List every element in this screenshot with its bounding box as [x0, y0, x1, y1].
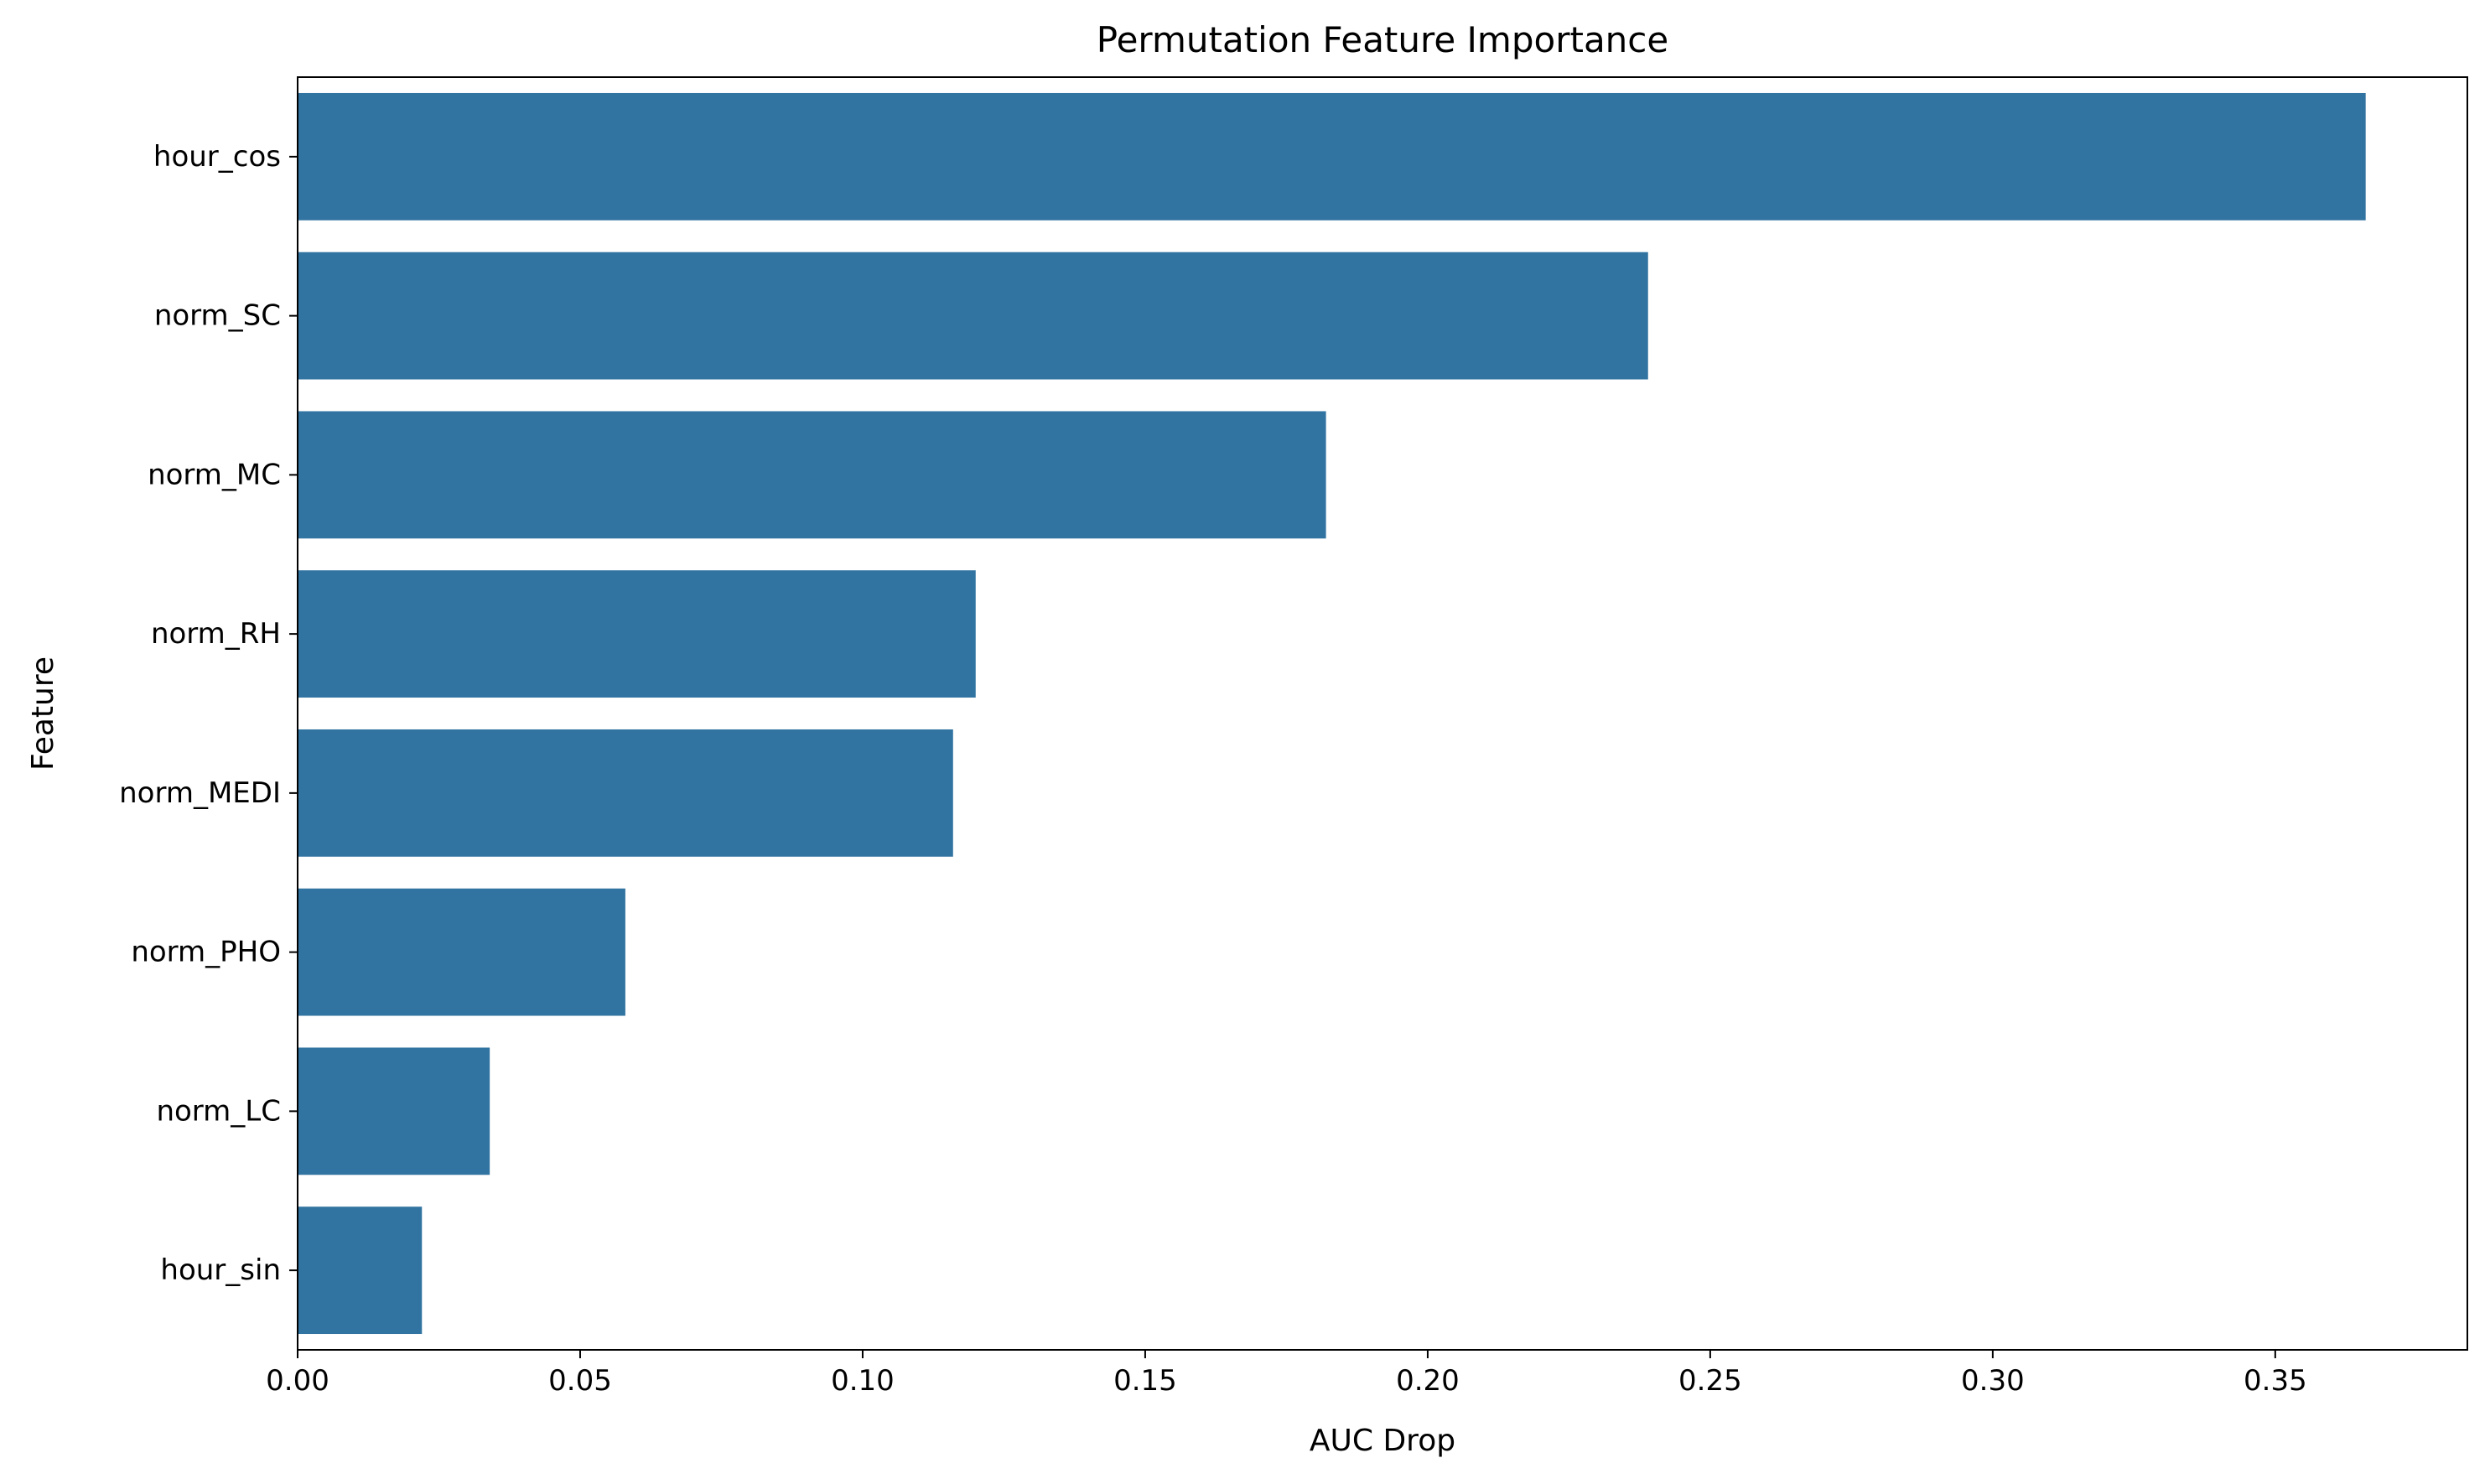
bar-hour_cos [298, 92, 2366, 221]
x-tick-label: 0.10 [831, 1364, 895, 1398]
x-tick-label: 0.20 [1396, 1364, 1460, 1398]
y-tick-label: norm_LC [156, 1094, 281, 1128]
y-tick-label: norm_MEDI [119, 776, 281, 810]
bar-norm_PHO [298, 888, 625, 1016]
x-tick-label: 0.05 [548, 1364, 612, 1398]
y-tick-label: hour_sin [160, 1253, 281, 1287]
bar-hour_sin [298, 1206, 423, 1335]
y-tick-label: hour_cos [153, 140, 281, 174]
x-tick-label: 0.00 [266, 1364, 329, 1398]
x-tick-label: 0.30 [1961, 1364, 2025, 1398]
chart-title: Permutation Feature Importance [1097, 19, 1668, 60]
bar-norm_LC [298, 1047, 490, 1175]
x-tick-label: 0.35 [2244, 1364, 2307, 1398]
x-axis: 0.00 0.05 0.10 0.15 0.20 0.25 0.30 0.35 [266, 1350, 2307, 1398]
y-tick-label: norm_MC [148, 458, 281, 491]
bar-norm_RH [298, 570, 976, 698]
x-tick-label: 0.15 [1113, 1364, 1177, 1398]
plot-frame [297, 76, 2468, 1351]
x-tick-label: 0.25 [1678, 1364, 1742, 1398]
x-axis-title: AUC Drop [1310, 1424, 1455, 1458]
bar-norm_MEDI [298, 729, 953, 857]
y-tick-label: norm_PHO [131, 936, 281, 969]
y-axis-title: Feature [26, 656, 60, 771]
bar-norm_SC [298, 252, 1648, 380]
bars-layer [298, 92, 2366, 1335]
bar-norm_MC [298, 411, 1326, 539]
y-tick-label: norm_SC [154, 299, 281, 333]
y-tick-label: norm_RH [151, 617, 281, 651]
y-axis: hour_cos norm_SC norm_MC norm_RH norm_MEDIno… [119, 140, 298, 1287]
